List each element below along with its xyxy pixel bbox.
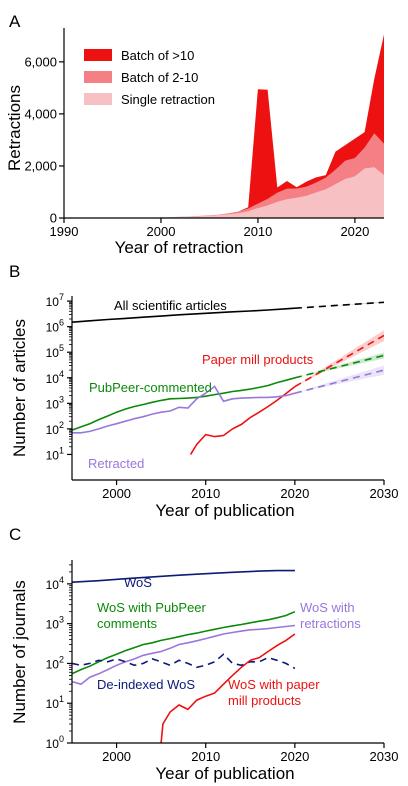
y-tick-label: 104 — [46, 575, 64, 592]
panel-label-a: A — [9, 12, 21, 31]
x-tick-label: 2000 — [102, 486, 131, 501]
line-series-group — [72, 569, 296, 743]
series-label-all-articles: All scientific articles — [114, 298, 227, 313]
projection-band-paper-mill-products — [294, 330, 384, 387]
panel-label-c: C — [9, 525, 21, 544]
projection-band-pubpeer-commented — [294, 352, 384, 378]
x-tick-label: 2020 — [280, 486, 309, 501]
series-label-deindexed: De-indexed WoS — [97, 677, 195, 692]
series-label-wos-paper-mill: WoS with paper mill products — [228, 677, 320, 708]
series-label-retracted: Retracted — [88, 456, 144, 471]
legend-swatch-single — [84, 93, 112, 105]
projection-line-pubpeer-commented — [294, 354, 384, 379]
x-tick-label: 2030 — [370, 486, 399, 501]
y-tick-label: 100 — [46, 734, 64, 751]
y-axis-title: Retractions — [5, 85, 24, 171]
line-all-scientific-articles — [72, 307, 295, 323]
line-wos-with-retractions — [72, 624, 295, 686]
y-tick-label: 107 — [46, 292, 64, 309]
x-axis-title: Year of retraction — [115, 238, 244, 257]
x-tick-label: 2010 — [191, 749, 220, 764]
area-single-retraction — [64, 167, 384, 218]
area-series-group — [64, 34, 384, 218]
x-tick-label: 2030 — [370, 749, 399, 764]
y-tick-label: 102 — [46, 420, 64, 437]
y-tick-label: 101 — [46, 694, 64, 711]
y-tick-label: 2,000 — [24, 158, 57, 173]
x-axis-title: Year of publication — [155, 501, 294, 520]
line-wos-with-paper-mill-products — [160, 633, 296, 743]
x-tick-label: 2000 — [102, 749, 131, 764]
y-axis-title: Number of articles — [10, 319, 29, 457]
line-wos-with-pubpeer-comments — [72, 610, 296, 675]
legend-swatch-batch-2-10 — [84, 71, 112, 83]
line-de-indexed-wos — [72, 653, 296, 670]
series-label-wos-pubpeer: WoS with PubPeer comments — [97, 600, 207, 631]
axis-ticks: 2000 2010 2020 2030 101 102 103 104 105 106 107 — [46, 292, 399, 501]
panel-b-articles-chart: B 2000 2010 2020 2030101102103104105106107 … — [9, 262, 398, 520]
y-tick-label: 105 — [46, 343, 64, 360]
line-paper-mill-products — [189, 385, 296, 455]
panel-a-retractions-chart: A 1990 2000 2010 2020 0 2,000 4,000 6,000 Year … — [5, 12, 384, 257]
y-tick-label: 101 — [46, 445, 64, 462]
x-axis-title: Year of publication — [155, 764, 294, 783]
line-wos — [72, 569, 295, 583]
y-tick-label: 103 — [46, 615, 64, 632]
panel-c-journals-chart: C 2000 2010 2020 2030 100 101 102 103 104 Year o… — [9, 525, 398, 783]
x-tick-label: 2000 — [147, 224, 176, 239]
series-label-pubpeer: PubPeer-commented — [89, 380, 212, 395]
line-series-group — [72, 301, 384, 455]
legend: Batch of >10 Batch of 2-10 Single retrac… — [84, 48, 215, 107]
legend-swatch-batch-gt10 — [84, 49, 112, 61]
x-tick-label: 2020 — [280, 749, 309, 764]
y-tick-label: 103 — [46, 394, 64, 411]
x-tick-label: 2010 — [191, 486, 220, 501]
y-tick-label: 4,000 — [24, 106, 57, 121]
y-tick-label: 6,000 — [24, 54, 57, 69]
y-tick-label: 102 — [46, 654, 64, 671]
axis-ticks: 2000 2010 2020 2030 100 101 102 103 104 — [46, 564, 399, 764]
series-label-wos-retractions: WoS with retractions — [300, 600, 361, 631]
y-tick-label: 106 — [46, 318, 64, 335]
panel-label-b: B — [9, 262, 20, 281]
legend-label-batch-2-10: Batch of 2-10 — [121, 70, 198, 85]
projection-line-paper-mill-products — [294, 334, 384, 388]
line-pubpeer-commented — [72, 377, 296, 431]
axis-ticks: 1990 2000 2010 2020 0 2,000 4,000 6,000 — [24, 54, 369, 239]
line-retracted — [72, 385, 296, 434]
y-tick-label: 104 — [46, 369, 64, 386]
y-axis-title: Number of journals — [10, 580, 29, 724]
x-tick-label: 2020 — [340, 224, 369, 239]
projection-line-retracted — [294, 369, 384, 394]
projection-line-all-scientific-articles — [294, 301, 384, 309]
x-tick-label: 2010 — [243, 224, 272, 239]
legend-label-single: Single retraction — [121, 92, 215, 107]
projection-band-retracted — [294, 365, 384, 394]
legend-label-batch-gt10: Batch of >10 — [121, 48, 194, 63]
y-tick-label: 0 — [50, 211, 57, 226]
series-label-wos: WoS — [124, 575, 152, 590]
series-label-paper-mill: Paper mill products — [202, 352, 314, 367]
x-tick-label: 1990 — [50, 224, 79, 239]
